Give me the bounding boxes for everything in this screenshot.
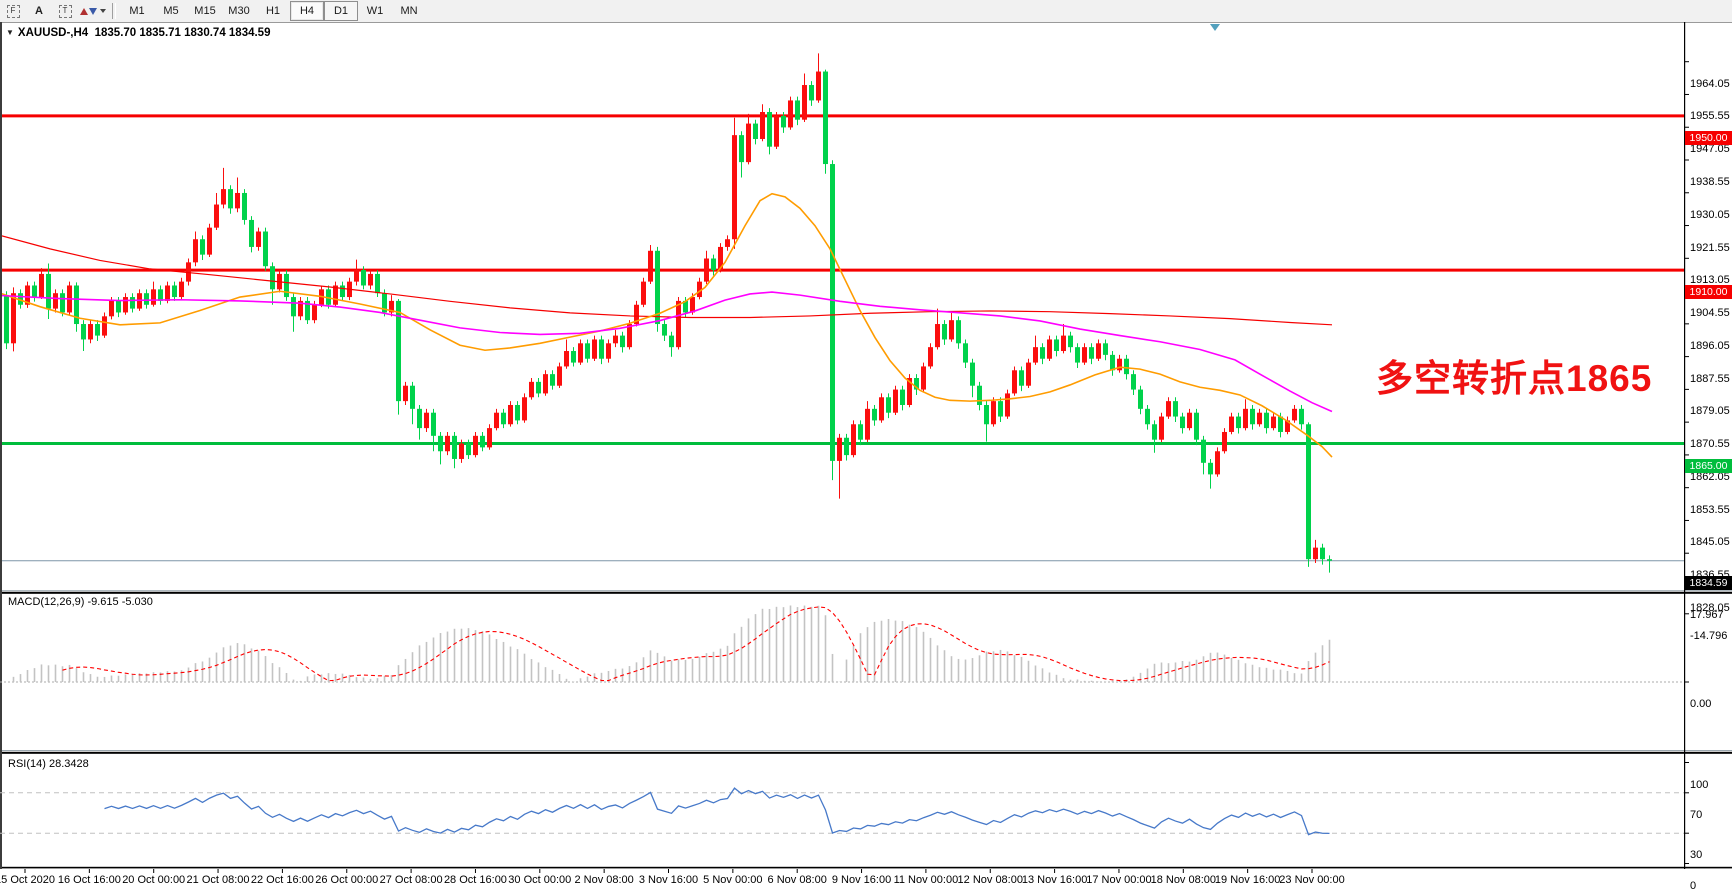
price-tick-label: 1913.05 [1690,274,1730,287]
symbol-period-label: XAUUSD-,H4 [17,27,89,39]
price-tick-label: 1938.55 [1690,176,1730,188]
chart-shift-marker[interactable] [1210,24,1220,31]
price-badge-1950.00: 1950.00 [1685,130,1732,145]
chart-canvas[interactable]: ▼ XAUUSD-,H4 1835.70 1835.71 1830.74 1834… [0,22,1732,893]
rsi-tick-label: 30 [1690,849,1703,862]
ohlc-values: 1835.70 1835.71 1830.74 1834.59 [94,27,271,39]
price-tick-label: 1896.05 [1690,339,1730,352]
macd-tick-label: 0.00 [1690,698,1712,710]
text-label-icon: T [58,4,72,18]
arrow-pointer-button[interactable]: A [27,1,51,21]
price-badge-1910.00: 1910.00 [1685,285,1732,300]
time-tick-label: 15 Oct 2020 [0,874,55,886]
time-tick-label: 27 Oct 08:00 [379,874,443,886]
arrow-pointer-icon: A [35,5,43,17]
toolbar: F A T M1 M5 M15 M30 H1 H4 D1 W1 MN [0,0,1732,23]
timeframe-m15-button[interactable]: M15 [194,5,216,17]
time-tick-label: 2 Nov 08:00 [574,874,634,886]
time-tick-label: 19 Nov 16:00 [1214,874,1281,886]
time-tick-label: 6 Nov 08:00 [767,874,827,886]
rsi-tick-label: 70 [1690,808,1703,821]
toolbar-separator [112,3,116,19]
timeframe-d1-button[interactable]: D1 [324,1,358,21]
timeframe-mn-button[interactable]: MN [400,5,418,17]
rsi-tick-label: 0 [1690,879,1697,892]
price-tick-label: 1955.55 [1690,110,1730,123]
timeframe-h4-button[interactable]: H4 [290,1,324,21]
time-tick-label: 30 Oct 00:00 [508,874,572,886]
time-tick-label: 28 Oct 16:00 [443,874,507,886]
price-tick-label: 1964.05 [1690,77,1730,90]
price-tick-label: 1870.55 [1690,438,1730,451]
rsi-tick-label: 100 [1690,778,1709,791]
macd-tick-label: 17.967 [1690,608,1724,621]
price-chart-svg [0,22,1732,873]
chart-title[interactable]: ▼ XAUUSD-,H4 1835.70 1835.71 1830.74 1834… [6,27,270,39]
timeframe-w1-button[interactable]: W1 [366,5,384,17]
period-separators-icon: F [6,4,20,18]
time-tick-label: 17 Nov 00:00 [1086,874,1152,886]
macd-tick-label: -14.796 [1690,629,1728,642]
price-badge-1865.00: 1865.00 [1685,458,1732,473]
time-tick-label: 3 Nov 16:00 [638,874,699,886]
price-tick-label: 1879.05 [1690,405,1730,418]
time-tick-label: 9 Nov 16:00 [831,874,892,886]
price-tick-label: 1828.05 [1690,601,1730,614]
time-tick-label: 11 Nov 00:00 [893,874,959,886]
text-label-button[interactable]: T [53,1,77,21]
time-tick-label: 12 Nov 08:00 [957,874,1023,886]
time-tick-label: 13 Nov 16:00 [1021,874,1088,886]
timeframe-m30-button[interactable]: M30 [228,5,250,17]
candles-layer [4,53,1332,573]
price-tick-label: 1845.05 [1690,536,1730,549]
time-tick-label: 22 Oct 16:00 [250,874,314,886]
period-separators-button[interactable]: F [1,1,25,21]
time-tick-label: 16 Oct 16:00 [57,874,121,886]
timeframe-h1-button[interactable]: H1 [265,5,281,17]
time-tick-label: 18 Nov 08:00 [1150,874,1217,886]
price-tick-label: 1947.05 [1690,143,1730,156]
price-badge-1834.59: 1834.59 [1685,575,1732,590]
timeframe-m1-button[interactable]: M1 [129,5,145,17]
symbol-dropdown-icon[interactable]: ▼ [6,28,14,37]
price-tick-label: 1887.55 [1690,372,1730,385]
draw-objects-icon [80,7,97,15]
price-tick-label: 1853.55 [1690,503,1730,516]
price-tick-label: 1930.05 [1690,208,1730,221]
chevron-down-icon [100,9,106,13]
chart-text-annotation: 多空转折点1865 [1376,358,1653,399]
time-tick-label: 20 Oct 00:00 [122,874,186,886]
timeframe-m5-button[interactable]: M5 [163,5,179,17]
time-tick-label: 5 Nov 00:00 [703,874,763,886]
rsi-indicator-label: RSI(14) 28.3428 [8,758,89,770]
time-tick-label: 21 Oct 08:00 [186,874,250,886]
price-tick-label: 1904.55 [1690,307,1730,320]
macd-indicator-label: MACD(12,26,9) -9.615 -5.030 [8,596,153,608]
time-tick-label: 23 Nov 00:00 [1279,874,1345,886]
price-tick-label: 1921.55 [1690,241,1730,254]
time-tick-label: 26 Oct 00:00 [315,874,379,886]
price-tick-label: 1862.05 [1690,470,1730,483]
draw-objects-dropdown[interactable] [79,1,107,21]
